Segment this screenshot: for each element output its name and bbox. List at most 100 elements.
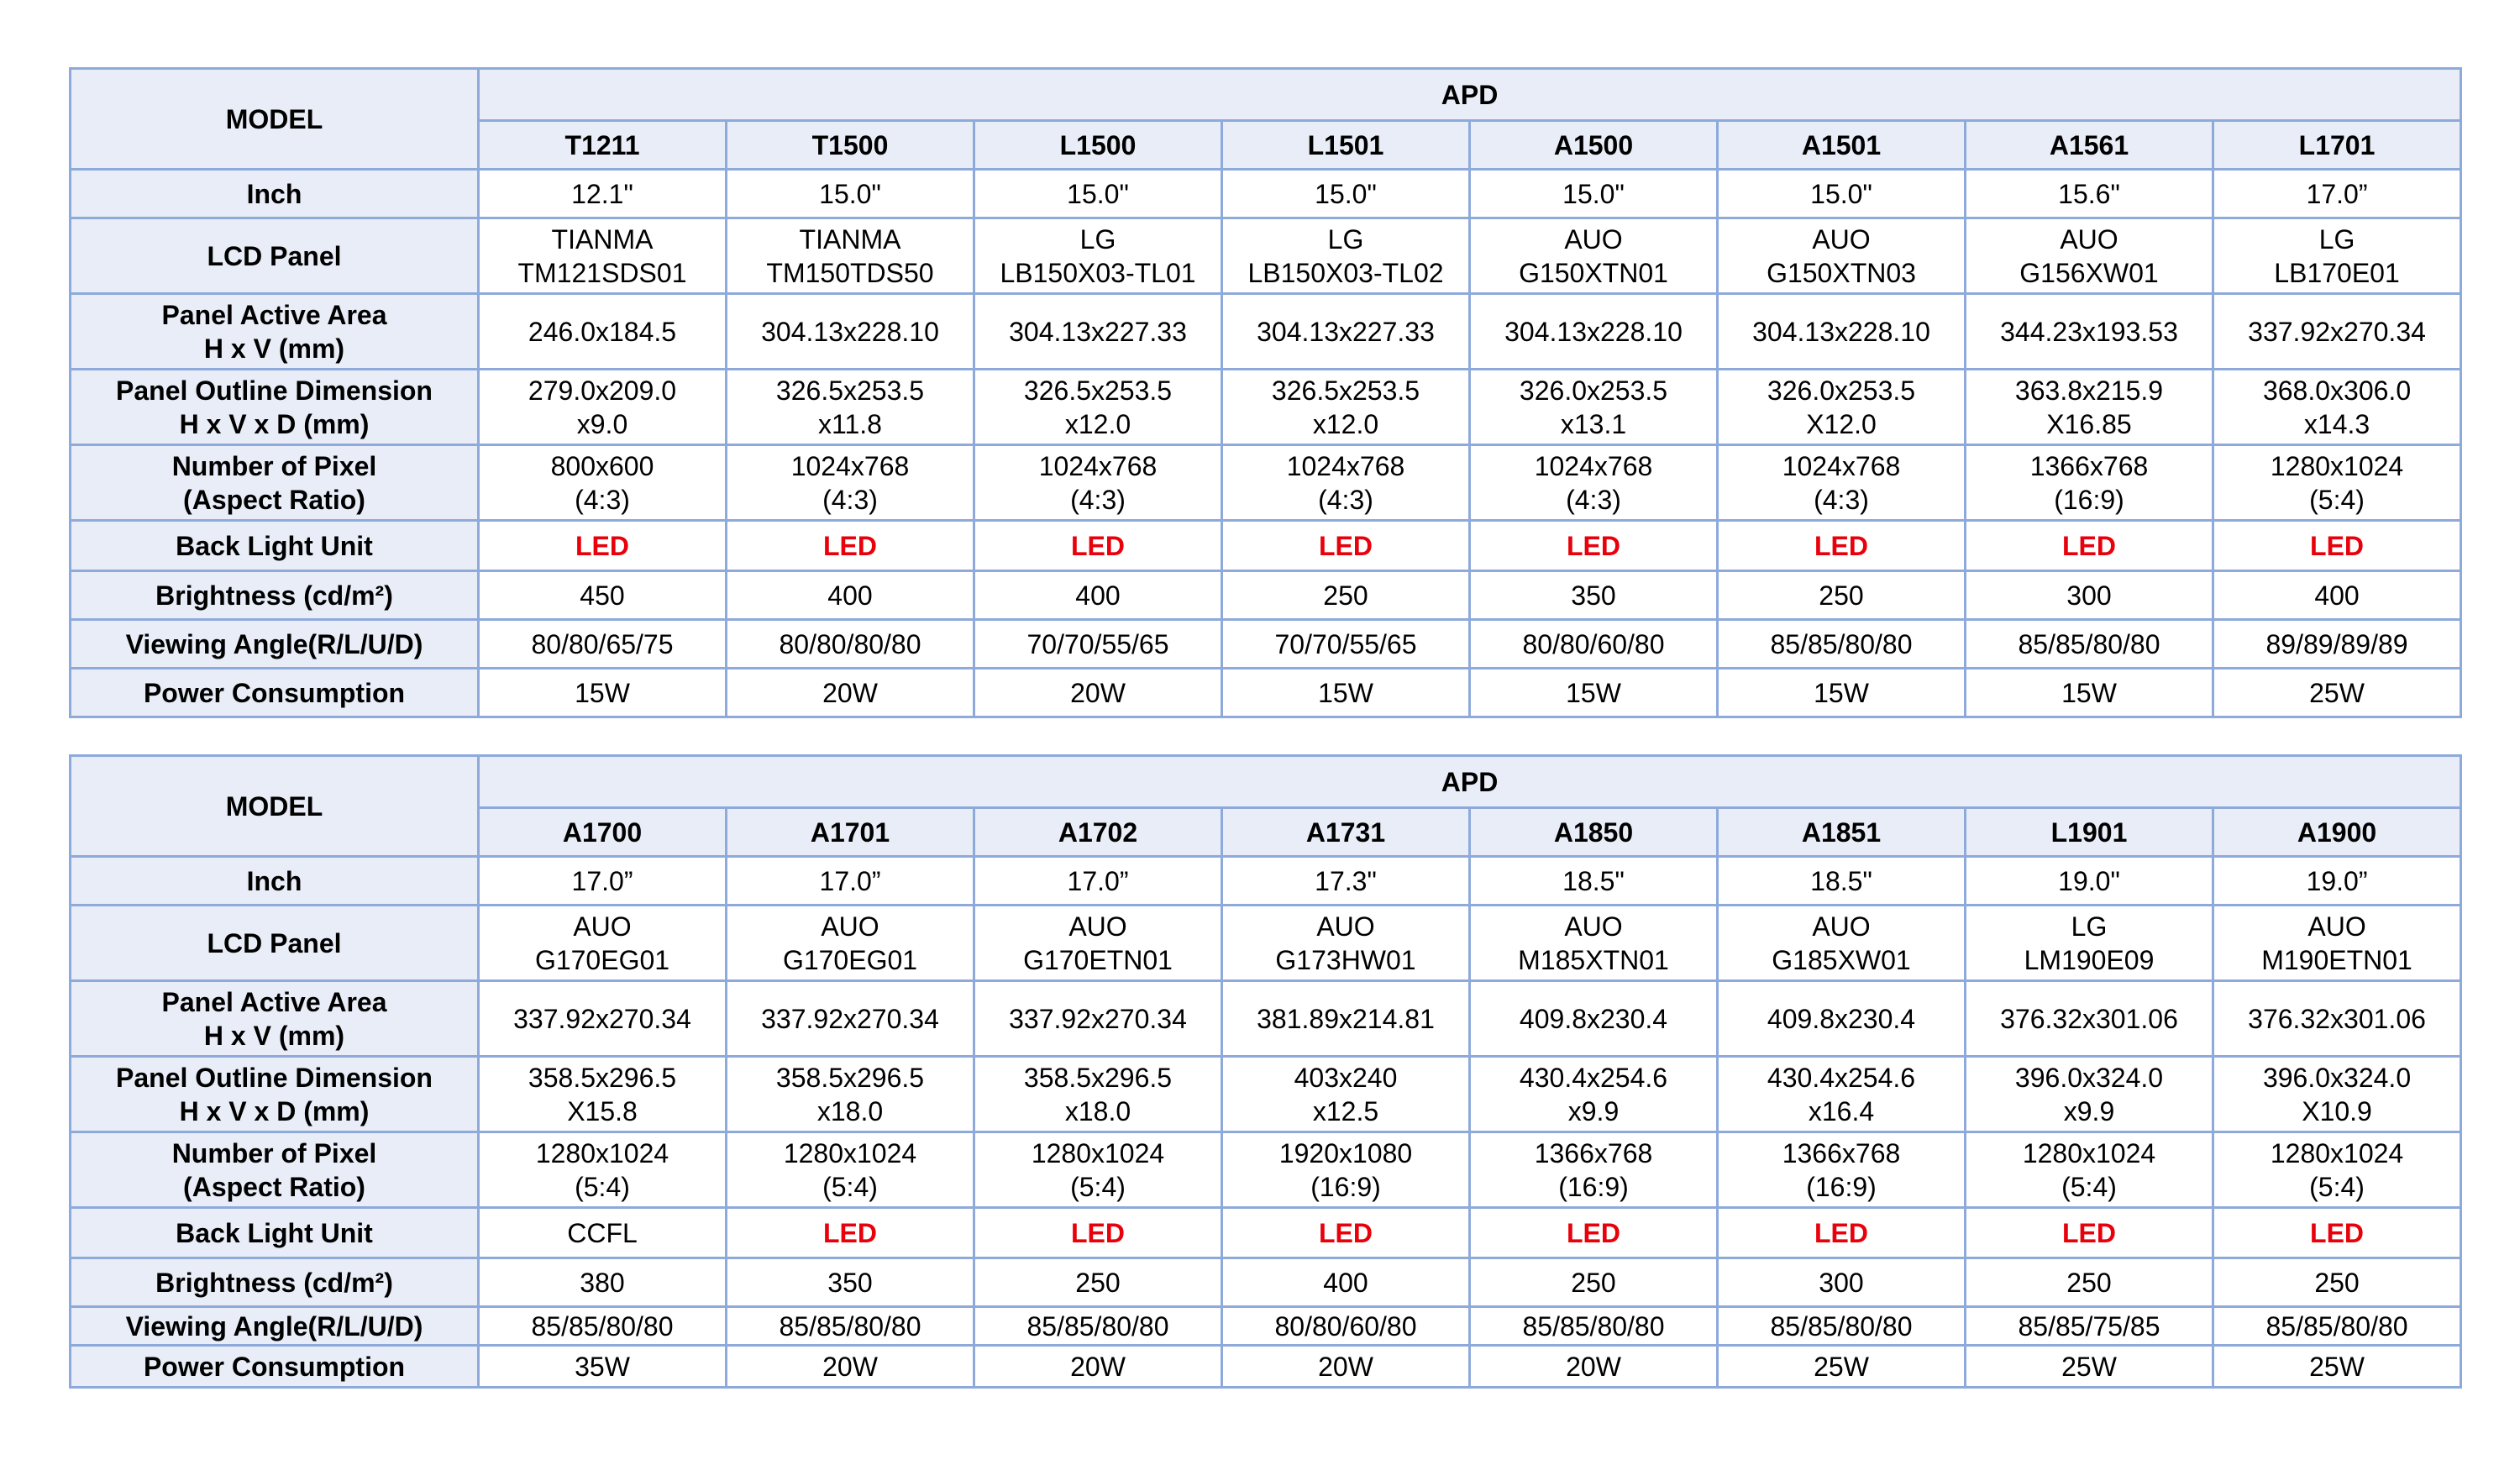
cell-value: 1366x768 <box>1782 1137 1901 1168</box>
spec-cell: 326.5x253.5 x11.8 <box>725 368 975 446</box>
cell-value: TM150TDS50 <box>766 257 934 288</box>
cell-value: x14.3 <box>2303 408 2370 439</box>
spec-cell: 326.5x253.5 x12.0 <box>1221 368 1471 446</box>
cell-value: 80/80/60/80 <box>1522 628 1665 659</box>
cell-value: G173HW01 <box>1275 944 1416 975</box>
spec-cell: 376.32x301.06 <box>2211 979 2463 1058</box>
cell-value: 409.8x230.4 <box>1767 1003 1916 1034</box>
spec-cell: 15.0" <box>725 168 975 219</box>
cell-value: 409.8x230.4 <box>1519 1003 1668 1034</box>
spec-cell: 326.0x253.5 X12.0 <box>1716 368 1966 446</box>
spec-cell: 400 <box>973 570 1223 621</box>
spec-cell: 85/85/80/80 <box>973 1305 1223 1347</box>
cell-value: AUO <box>2307 911 2366 942</box>
cell-value: 337.92x270.34 <box>2248 316 2426 347</box>
model-name: A1700 <box>477 806 727 858</box>
model-name: A1500 <box>1468 119 1719 171</box>
spec-table-1: MODEL APD T1211 T1500 L1500 L1501 A1500 A1501 A1… <box>69 67 2463 718</box>
cell-value: 250 <box>1819 580 1864 611</box>
cell-value: G170EG01 <box>534 944 670 975</box>
spec-cell: LG LM190E09 <box>1964 904 2214 982</box>
table-row: Power Consumption 15W 20W 20W 15W 15W 15W 15W 25… <box>69 667 2463 718</box>
cell-value: 12.1" <box>571 178 633 209</box>
cell-value: 376.32x301.06 <box>2248 1003 2426 1034</box>
led-value: LED <box>1814 530 1868 561</box>
cell-value: (5:4) <box>1070 1171 1126 1202</box>
cell-value: 403x240 <box>1294 1062 1398 1093</box>
row-label-line: Power Consumption <box>143 1351 406 1382</box>
spec-cell: 800x600 (4:3) <box>477 444 727 522</box>
spec-cell: 358.5x296.5 x18.0 <box>725 1055 975 1133</box>
model-name: A1851 <box>1716 806 1966 858</box>
cell-value: 358.5x296.5 <box>775 1062 925 1093</box>
row-label-line: Number of Pixel <box>171 1137 377 1168</box>
cell-value: (16:9) <box>2054 484 2124 515</box>
cell-value: 1024x768 <box>1286 450 1405 481</box>
spec-cell: 337.92x270.34 <box>477 979 727 1058</box>
row-label-line: Panel Active Area <box>161 299 387 330</box>
spec-cell: 1280x1024 (5:4) <box>1964 1131 2214 1209</box>
cell-value: 300 <box>1819 1267 1864 1298</box>
cell-value: LB150X03-TL01 <box>1000 257 1196 288</box>
cell-value: 20W <box>1318 1351 1373 1382</box>
cell-value: 250 <box>1571 1267 1616 1298</box>
cell-value: (5:4) <box>822 1171 878 1202</box>
spec-cell: 20W <box>1468 1344 1719 1389</box>
cell-value: 20W <box>822 677 878 708</box>
spec-cell: AUO G150XTN01 <box>1468 217 1719 295</box>
cell-value: 400 <box>827 580 873 611</box>
model-name: A1850 <box>1468 806 1719 858</box>
spec-cell: AUO G173HW01 <box>1221 904 1471 982</box>
model-name: A1701 <box>725 806 975 858</box>
spec-cell: 376.32x301.06 <box>1964 979 2214 1058</box>
cell-value: 1280x1024 <box>535 1137 669 1168</box>
cell-value: 17.3" <box>1315 865 1377 896</box>
spec-cell: TIANMA TM121SDS01 <box>477 217 727 295</box>
spec-cell: 35W <box>477 1344 727 1389</box>
cell-value: 15W <box>2061 677 2117 708</box>
cell-value: 85/85/80/80 <box>531 1310 674 1342</box>
cell-value: 17.0” <box>571 865 633 896</box>
cell-value: CCFL <box>567 1217 638 1248</box>
spec-cell: 246.0x184.5 <box>477 292 727 370</box>
cell-value: x9.0 <box>576 408 628 439</box>
cell-value: 85/85/80/80 <box>2018 628 2160 659</box>
cell-value: 304.13x227.33 <box>1009 316 1187 347</box>
cell-value: 304.13x228.10 <box>1504 316 1683 347</box>
cell-value: LG <box>1327 223 1364 255</box>
cell-value: 18.5" <box>1810 865 1872 896</box>
table-row: Panel Active Area H x V (mm) 246.0x184.5 30… <box>69 292 2463 370</box>
cell-value: G185XW01 <box>1772 944 1911 975</box>
cell-value: 80/80/80/80 <box>779 628 921 659</box>
row-label: Viewing Angle(R/L/U/D) <box>69 618 480 669</box>
cell-value: (4:3) <box>575 484 630 515</box>
row-label-line: Panel Active Area <box>161 986 387 1017</box>
cell-value: X15.8 <box>567 1095 638 1126</box>
row-label: Power Consumption <box>69 1344 480 1389</box>
cell-value: (4:3) <box>822 484 878 515</box>
spec-cell: 350 <box>725 1257 975 1308</box>
cell-value: 15.0" <box>819 178 881 209</box>
row-label-line: Number of Pixel <box>171 450 377 481</box>
spec-cell: 17.0” <box>2211 168 2463 219</box>
cell-value: 1280x1024 <box>2270 450 2404 481</box>
table-row: Panel Outline Dimension H x V x D (mm) 279… <box>69 368 2463 446</box>
model-name: A1702 <box>973 806 1223 858</box>
cell-value: 15.6" <box>2058 178 2120 209</box>
cell-value: (4:3) <box>1566 484 1621 515</box>
spec-cell: AUO M185XTN01 <box>1468 904 1719 982</box>
spec-cell: 1280x1024 (5:4) <box>2211 1131 2463 1209</box>
cell-value: AUO <box>1564 911 1623 942</box>
cell-value: x13.1 <box>1560 408 1627 439</box>
cell-value: 326.5x253.5 <box>775 375 925 406</box>
model-name: A1900 <box>2211 806 2463 858</box>
cell-value: 1024x768 <box>1782 450 1901 481</box>
cell-value: 20W <box>822 1351 878 1382</box>
spec-cell: 337.92x270.34 <box>973 979 1223 1058</box>
spec-cell: 89/89/89/89 <box>2211 618 2463 669</box>
spec-cell: LED <box>973 1206 1223 1259</box>
spec-cell: 326.0x253.5 x13.1 <box>1468 368 1719 446</box>
cell-value: LG <box>1079 223 1116 255</box>
table-row: Viewing Angle(R/L/U/D) 85/85/80/80 85/85/8… <box>69 1305 2463 1347</box>
cell-value: (4:3) <box>1814 484 1869 515</box>
